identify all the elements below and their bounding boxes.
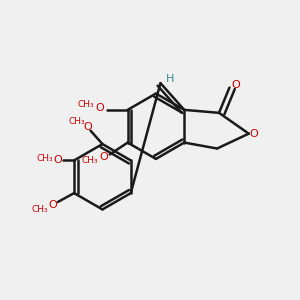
Text: O: O [250,129,259,139]
Text: CH₃: CH₃ [77,100,94,109]
Text: CH₃: CH₃ [36,154,53,163]
Text: CH₃: CH₃ [31,205,48,214]
Text: O: O [95,103,104,113]
Text: O: O [99,152,108,162]
Text: O: O [53,155,62,165]
Text: CH₃: CH₃ [81,157,98,166]
Text: H: H [166,74,174,84]
Text: O: O [232,80,240,90]
Text: O: O [48,200,57,210]
Text: O: O [84,122,93,132]
Text: CH₃: CH₃ [69,117,85,126]
